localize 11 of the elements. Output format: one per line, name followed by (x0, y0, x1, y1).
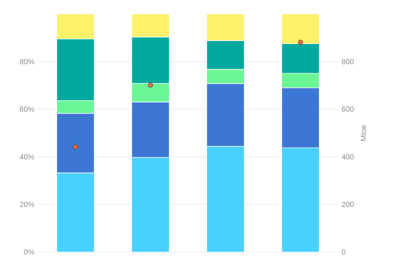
bar (281, 147, 320, 252)
bar (131, 14, 170, 38)
point (72, 144, 78, 150)
bar (206, 146, 245, 252)
bar (281, 14, 320, 44)
bar (56, 14, 95, 40)
bar (56, 172, 95, 252)
point (298, 40, 304, 45)
point (148, 82, 154, 88)
bar (131, 157, 170, 252)
bar (206, 14, 245, 41)
